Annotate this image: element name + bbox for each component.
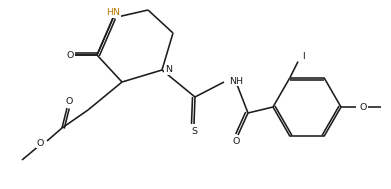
Text: O: O: [65, 98, 73, 106]
Text: O: O: [232, 138, 240, 146]
Text: O: O: [37, 139, 44, 147]
Text: I: I: [302, 52, 305, 61]
Text: O: O: [360, 102, 368, 112]
Text: N: N: [165, 66, 172, 74]
Text: HN: HN: [106, 8, 120, 17]
Text: S: S: [191, 126, 197, 136]
Text: NH: NH: [229, 77, 243, 85]
Text: O: O: [66, 50, 74, 60]
